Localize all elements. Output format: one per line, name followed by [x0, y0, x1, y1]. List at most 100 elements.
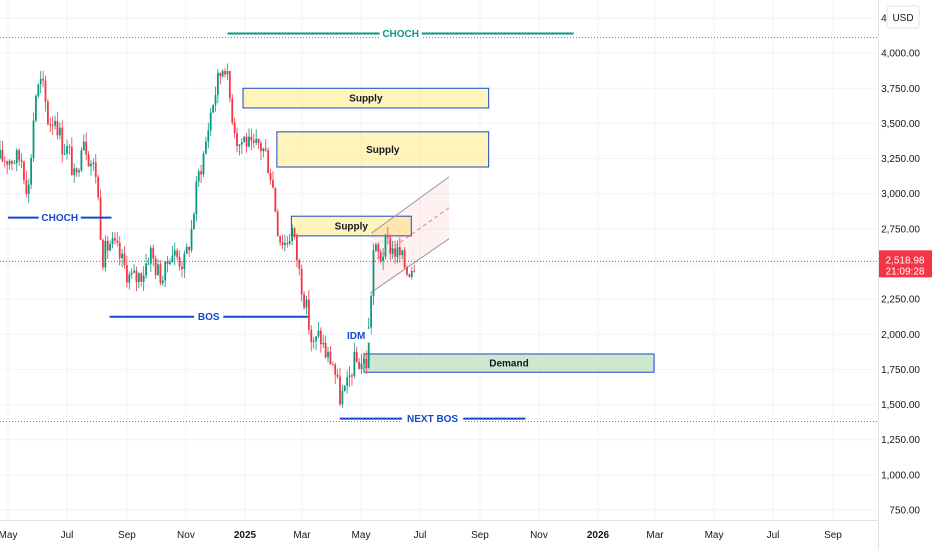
- x-tick-label: 2026: [587, 530, 610, 541]
- candle-body: [401, 250, 404, 256]
- candle-body: [35, 96, 37, 121]
- candle-body: [13, 163, 16, 165]
- candle-body: [80, 150, 83, 171]
- candle-body: [85, 141, 88, 155]
- structure-lines: CHOCH CHOCH BOS IDM NEXT BOS: [0, 26, 878, 426]
- candle-body: [233, 122, 236, 134]
- candle-body: [27, 184, 30, 194]
- candle-body: [343, 385, 346, 391]
- candle-body: [169, 261, 171, 265]
- candle-body: [207, 130, 210, 142]
- demand-zone-label: Demand: [489, 359, 528, 370]
- candle-body: [8, 160, 11, 165]
- candle-body: [367, 327, 370, 368]
- candle-body: [11, 160, 13, 164]
- candle-body: [286, 242, 289, 244]
- candle-body: [374, 244, 377, 251]
- supply-zone-label: Supply: [349, 94, 383, 105]
- candle-body: [228, 70, 231, 99]
- candle-body: [231, 98, 234, 123]
- candle-body: [276, 211, 279, 237]
- grid: [0, 0, 878, 520]
- candle-body: [20, 160, 23, 162]
- candle-body: [164, 261, 167, 281]
- candle-body: [56, 121, 59, 136]
- candle-body: [130, 272, 133, 275]
- candle-body: [406, 267, 408, 275]
- current-price-label: 2,518.98: [886, 255, 925, 266]
- candle-body: [269, 173, 272, 181]
- candle-body: [214, 95, 217, 105]
- candle-body: [391, 248, 394, 254]
- candle-body: [30, 157, 33, 185]
- candle-body: [183, 253, 186, 270]
- candle-body: [300, 268, 303, 295]
- supply-zone-label: Supply: [366, 145, 400, 156]
- candle-body: [257, 138, 260, 144]
- candle-body: [346, 377, 349, 386]
- candle-body: [161, 280, 164, 284]
- candle-body: [178, 257, 181, 267]
- candle-body: [272, 180, 274, 188]
- candle-body: [70, 146, 73, 176]
- idm-label-bg: [341, 328, 371, 343]
- x-tick-label: Jul: [414, 530, 427, 541]
- y-tick-label: 1,750.00: [881, 365, 920, 376]
- candle-body: [334, 364, 337, 375]
- candle-body: [18, 150, 21, 161]
- candle-body: [236, 133, 238, 147]
- y-tick-label: 2,750.00: [881, 224, 920, 235]
- y-tick-label: 3,250.00: [881, 154, 920, 165]
- candle-body: [252, 140, 255, 143]
- y-tick-label: 4,000.00: [881, 49, 920, 60]
- candle-body: [319, 330, 322, 345]
- x-tick-label: May: [0, 530, 17, 541]
- channel-lower-line: [371, 238, 450, 293]
- candle-body: [61, 127, 64, 155]
- y-tick-label: 1,500.00: [881, 400, 920, 411]
- candle-body: [94, 162, 97, 177]
- candle-body: [135, 270, 138, 283]
- candle-body: [92, 162, 95, 164]
- bos-label: BOS: [198, 312, 220, 323]
- candle-body: [66, 146, 68, 154]
- candle-body: [128, 274, 131, 283]
- candle-body: [68, 146, 71, 148]
- candle-body: [142, 275, 145, 282]
- candle-body: [329, 351, 332, 365]
- x-tick-label: Sep: [824, 530, 842, 541]
- candle-body: [413, 270, 416, 272]
- candle-body: [102, 239, 104, 268]
- candle-body: [99, 197, 102, 240]
- candle-body: [410, 270, 413, 277]
- zones: Supply Supply Supply Demand: [242, 87, 655, 373]
- candle-body: [396, 247, 399, 257]
- candle-body: [176, 250, 179, 258]
- next-bos-label: NEXT BOS: [407, 414, 458, 425]
- candle-body: [226, 70, 229, 75]
- y-tick-label: 1,250.00: [881, 435, 920, 446]
- choch-top-label-bg: [379, 26, 422, 41]
- candle-body: [0, 149, 1, 159]
- candle-body: [355, 351, 358, 363]
- candle-body: [303, 294, 305, 308]
- channel-fill: [371, 176, 450, 293]
- candle-body: [154, 258, 157, 276]
- candle-body: [284, 242, 286, 246]
- candle-body: [46, 101, 49, 124]
- candle-body: [63, 153, 66, 155]
- candle-body: [3, 160, 6, 162]
- x-tick-label: Sep: [118, 530, 136, 541]
- candle-body: [310, 329, 313, 343]
- candle-body: [224, 70, 226, 75]
- candle-body: [322, 342, 325, 345]
- candle-body: [305, 299, 308, 308]
- candle-body: [351, 375, 353, 377]
- candle-body: [15, 150, 18, 164]
- candle-body: [106, 240, 109, 251]
- candle-body: [157, 264, 159, 276]
- candle-body: [140, 273, 143, 282]
- supply-zone: [242, 87, 490, 109]
